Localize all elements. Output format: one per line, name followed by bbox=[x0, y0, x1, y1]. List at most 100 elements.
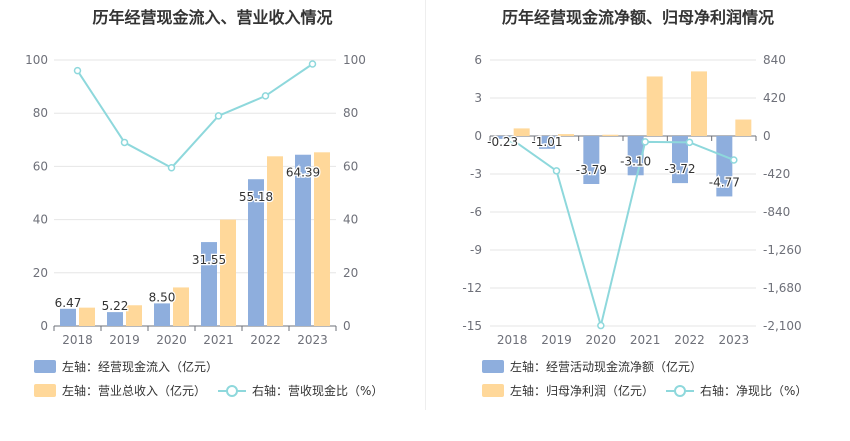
right-axis-tick-label: 80 bbox=[343, 106, 358, 120]
line-point bbox=[73, 66, 82, 75]
chart-title-left: 历年经营现金流入、营业收入情况 bbox=[92, 8, 333, 27]
left-axis-tick-label: 6 bbox=[474, 53, 482, 67]
line-point bbox=[214, 112, 223, 120]
left-axis-tick-label: 3 bbox=[474, 91, 482, 105]
right-axis-tick-label: 40 bbox=[343, 213, 358, 227]
bar-primary bbox=[583, 136, 600, 185]
line-point bbox=[508, 135, 516, 144]
right-axis-tick-label: 100 bbox=[343, 53, 366, 67]
bar-primary bbox=[539, 136, 555, 149]
x-axis-tick-label: 2021 bbox=[630, 333, 661, 347]
bar-secondary bbox=[558, 134, 574, 136]
bar-data-label: -3.79 bbox=[576, 163, 607, 177]
right-axis-tick-label: -1,260 bbox=[763, 243, 802, 257]
x-axis-tick-label: 2023 bbox=[719, 333, 750, 347]
legend-label: 左轴：营业总收入（亿元） bbox=[62, 383, 206, 398]
bar-data-label: -1.01 bbox=[531, 135, 562, 149]
chart-panel-left: 历年经营现金流入、营业收入情况 0 20 40 60 80 100 0 20 40 60 80 100… bbox=[0, 0, 425, 437]
left-axis-tick-label: 80 bbox=[33, 106, 48, 120]
legend-label: 右轴：净现比（%） bbox=[700, 383, 807, 398]
line-point bbox=[552, 167, 561, 175]
line-point bbox=[685, 138, 694, 147]
bar-secondary bbox=[126, 305, 142, 326]
x-axis-tick-label: 2023 bbox=[297, 333, 328, 347]
bar-primary bbox=[60, 308, 76, 326]
bar-data-label: 55.18 bbox=[239, 190, 273, 204]
bar-data-label: 64.39 bbox=[286, 166, 320, 180]
legend-swatch-point bbox=[226, 385, 238, 397]
bar-secondary bbox=[267, 156, 283, 326]
bar-primary bbox=[494, 136, 511, 139]
bar-data-label: 6.47 bbox=[55, 296, 82, 310]
panel-divider bbox=[425, 0, 426, 410]
x-axis-tick-label: 2019 bbox=[109, 333, 140, 347]
legend-label: 右轴：营收现金比（%） bbox=[252, 383, 383, 398]
bar-secondary bbox=[220, 219, 236, 326]
line-series bbox=[76, 63, 314, 169]
right-axis-tick-label: 20 bbox=[343, 266, 358, 280]
chart-panel-right: 历年经营现金流净额、归母净利润情况 -15 -12 -9 -6 -3 0 3 6 -2,100-… bbox=[426, 0, 850, 437]
line-point bbox=[730, 156, 738, 164]
bar-primary bbox=[672, 136, 688, 184]
right-axis-tick-label: -1,680 bbox=[763, 281, 802, 295]
line-point bbox=[120, 138, 129, 147]
right-axis-tick-label: 840 bbox=[763, 53, 786, 67]
right-axis-tick-label: -840 bbox=[763, 205, 790, 219]
right-axis-tick-label: -420 bbox=[763, 167, 790, 181]
bar-primary bbox=[716, 136, 733, 197]
legend-label: 左轴：归母净利润（亿元） bbox=[510, 383, 654, 398]
bar-secondary bbox=[314, 152, 330, 326]
x-axis-tick-label: 2021 bbox=[203, 333, 234, 347]
bar-secondary bbox=[691, 71, 707, 136]
left-axis-tick-label: 100 bbox=[25, 53, 48, 67]
right-axis-tick-label: 0 bbox=[343, 319, 351, 333]
bar-primary bbox=[248, 179, 264, 326]
bar-data-label: -3.72 bbox=[664, 162, 695, 176]
line-point bbox=[261, 92, 270, 100]
x-axis-tick-label: 2022 bbox=[250, 333, 281, 347]
right-axis-tick-label: 0 bbox=[763, 129, 771, 143]
left-axis-tick-label: -6 bbox=[470, 205, 482, 219]
line-point bbox=[597, 321, 605, 330]
bar-secondary bbox=[173, 287, 189, 326]
left-axis-tick-label: 20 bbox=[33, 266, 48, 280]
line-point bbox=[641, 138, 649, 146]
x-axis-tick-label: 2020 bbox=[156, 333, 187, 347]
legend-swatch-point bbox=[674, 385, 686, 397]
right-axis-tick-label: 420 bbox=[763, 91, 786, 105]
chart-svg-right: -15 -12 -9 -6 -3 0 3 6 -2,100 -1,680 -1,260 -840 -42… bbox=[462, 53, 807, 398]
x-axis-tick-label: 2018 bbox=[62, 333, 93, 347]
legend-swatch bbox=[482, 384, 504, 397]
left-axis-tick-label: 0 bbox=[40, 319, 48, 333]
left-axis-tick-label: -12 bbox=[462, 281, 482, 295]
x-axis-tick-label: 2019 bbox=[541, 333, 572, 347]
line-point bbox=[167, 163, 176, 172]
right-axis-tick-label: -2,100 bbox=[763, 319, 802, 333]
bar-secondary bbox=[646, 76, 663, 136]
bar-data-label: 5.22 bbox=[102, 299, 129, 313]
chart-svg-left: 0 20 40 60 80 100 0 20 40 60 80 100 2018 2019 2020 2021… bbox=[25, 53, 383, 398]
legend-swatch bbox=[482, 360, 504, 373]
bar-data-label: -0.23 bbox=[487, 135, 518, 149]
bar-secondary bbox=[79, 307, 95, 326]
line-point bbox=[308, 60, 317, 68]
legend-label: 左轴：经营现金流入（亿元） bbox=[62, 359, 218, 374]
bar-data-label: 8.50 bbox=[149, 290, 176, 304]
bar-primary bbox=[295, 154, 311, 326]
bar-secondary bbox=[602, 134, 619, 136]
legend-swatch bbox=[34, 384, 56, 397]
left-axis-tick-label: 40 bbox=[33, 213, 48, 227]
line-series bbox=[511, 138, 735, 330]
bar-data-label: -4.77 bbox=[709, 175, 740, 189]
bar-data-label: -3.10 bbox=[620, 154, 651, 168]
left-axis-tick-label: 0 bbox=[474, 129, 482, 143]
left-axis-tick-label: -9 bbox=[470, 243, 482, 257]
x-axis-tick-label: 2018 bbox=[497, 333, 528, 347]
bar-data-label: 31.55 bbox=[192, 253, 226, 267]
x-axis-tick-label: 2020 bbox=[586, 333, 617, 347]
bar-primary bbox=[201, 242, 217, 326]
right-axis-tick-label: 60 bbox=[343, 159, 358, 173]
bar-secondary bbox=[735, 119, 752, 136]
left-axis-tick-label: 60 bbox=[33, 159, 48, 173]
x-axis-tick-label: 2022 bbox=[674, 333, 705, 347]
